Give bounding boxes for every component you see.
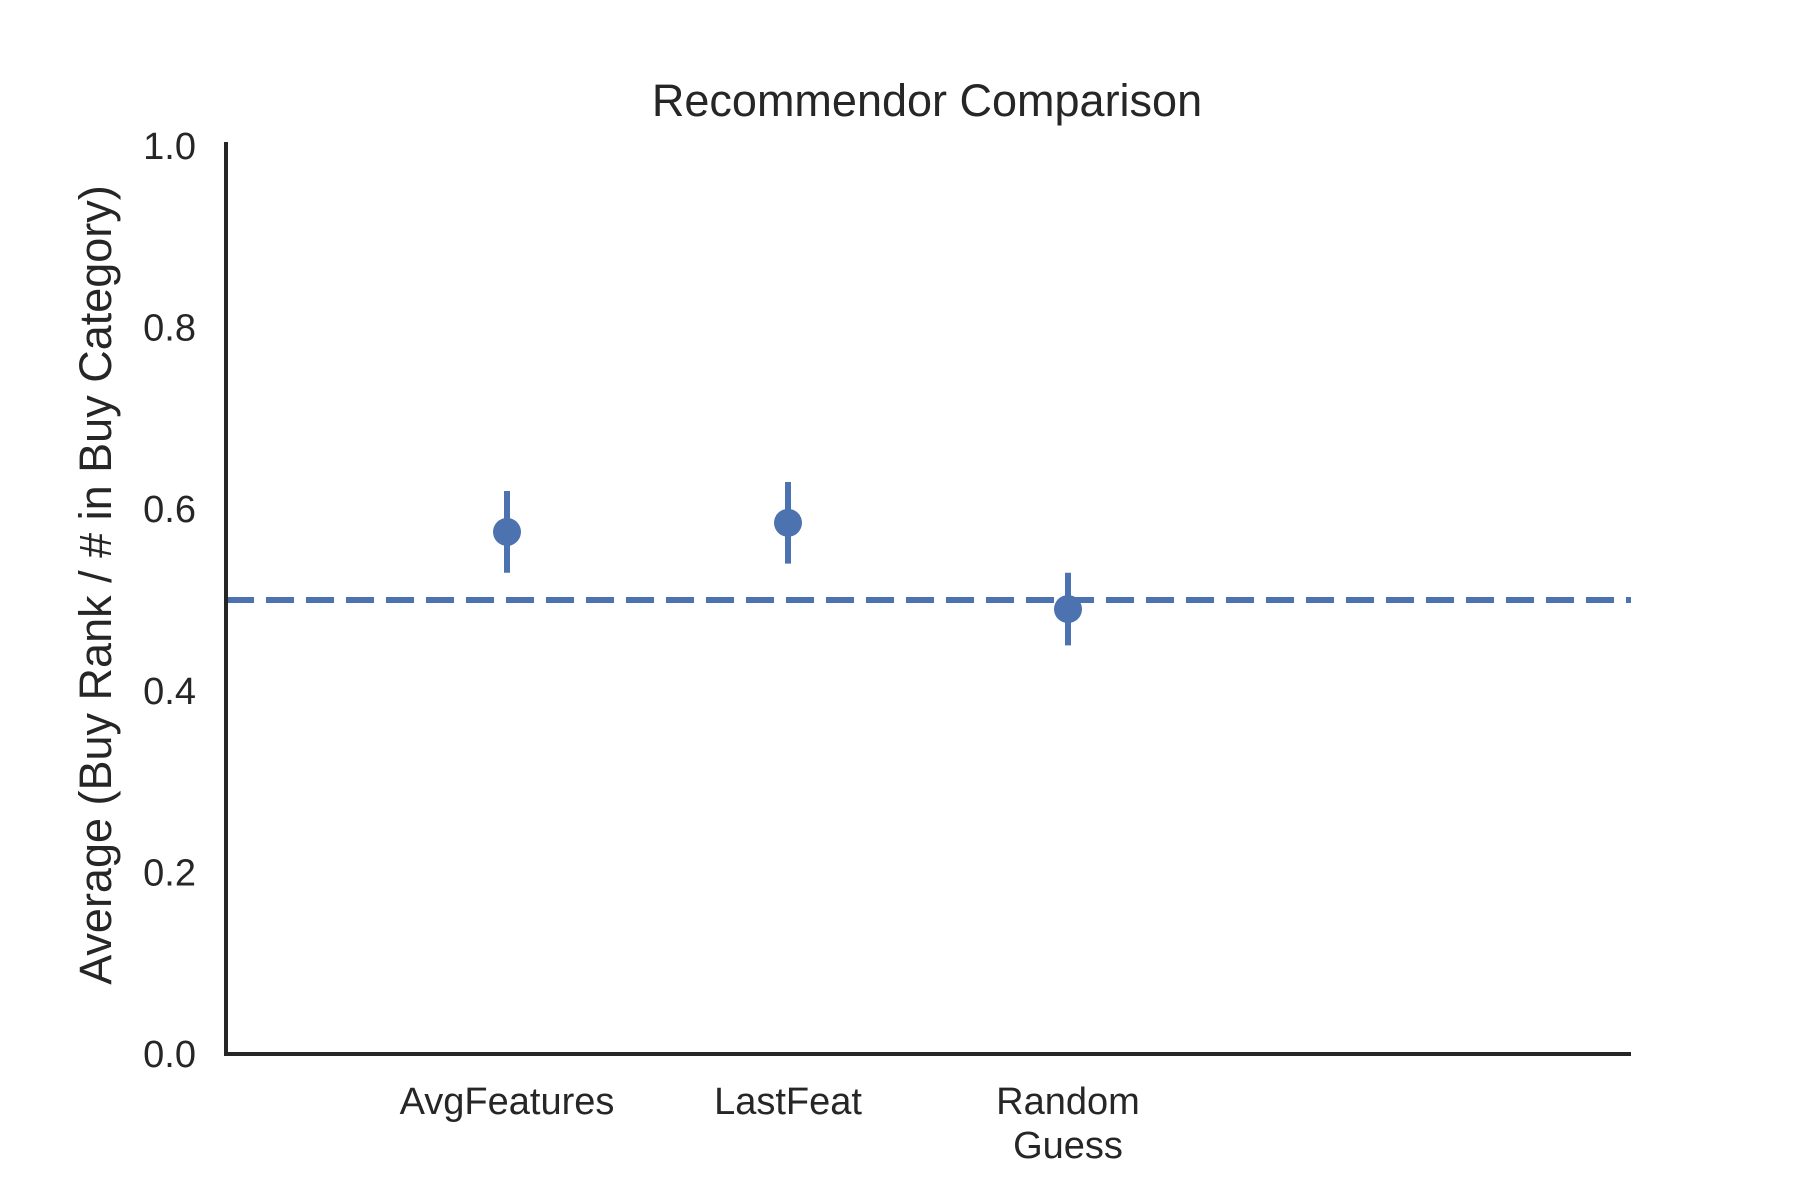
y-tick-label: 0.2 [143,852,196,894]
y-axis-label: Average (Buy Rank / # in Buy Category) [70,185,121,985]
y-tick-label: 0.8 [143,308,196,350]
y-tick-label: 0.0 [143,1034,196,1076]
x-tick-label: AvgFeatures [400,1081,615,1123]
x-tick-labels: AvgFeatures LastFeat Random Guess [400,1081,1140,1167]
y-tick-label: 0.4 [143,671,196,713]
y-tick-label: 1.0 [143,126,196,168]
x-tick-label: Random Guess [996,1081,1140,1167]
data-point [1054,595,1082,624]
y-tick-labels: 0.0 0.2 0.4 0.6 0.8 1.0 [143,126,196,1076]
y-tick-label: 0.6 [143,489,196,531]
data-point [774,508,802,537]
chart-title: Recommendor Comparison [652,75,1202,126]
plot-area [226,481,1631,646]
x-tick-label: LastFeat [714,1081,862,1123]
data-point [493,517,521,546]
